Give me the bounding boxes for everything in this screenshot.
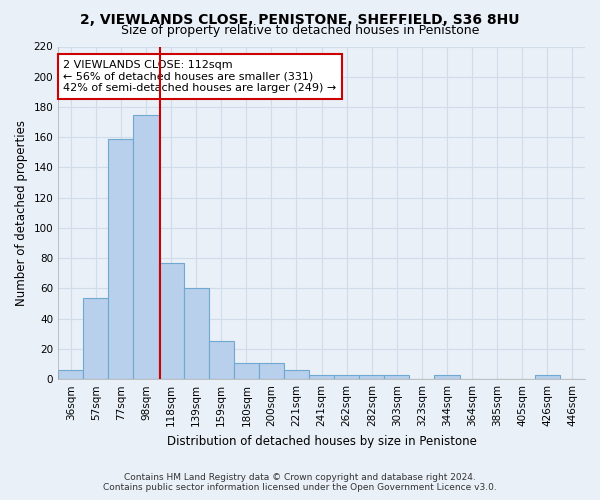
- Bar: [284, 370, 309, 379]
- Bar: [209, 342, 234, 379]
- Bar: [133, 114, 158, 379]
- Bar: [309, 374, 334, 379]
- Bar: [158, 262, 184, 379]
- Text: Size of property relative to detached houses in Penistone: Size of property relative to detached ho…: [121, 24, 479, 37]
- Y-axis label: Number of detached properties: Number of detached properties: [15, 120, 28, 306]
- Text: 2, VIEWLANDS CLOSE, PENISTONE, SHEFFIELD, S36 8HU: 2, VIEWLANDS CLOSE, PENISTONE, SHEFFIELD…: [80, 12, 520, 26]
- Bar: [83, 298, 109, 379]
- Bar: [234, 362, 259, 379]
- Bar: [334, 374, 359, 379]
- Text: 2 VIEWLANDS CLOSE: 112sqm
← 56% of detached houses are smaller (331)
42% of semi: 2 VIEWLANDS CLOSE: 112sqm ← 56% of detac…: [64, 60, 337, 93]
- X-axis label: Distribution of detached houses by size in Penistone: Distribution of detached houses by size …: [167, 434, 476, 448]
- Text: Contains HM Land Registry data © Crown copyright and database right 2024.
Contai: Contains HM Land Registry data © Crown c…: [103, 473, 497, 492]
- Bar: [109, 138, 133, 379]
- Bar: [434, 374, 460, 379]
- Bar: [385, 374, 409, 379]
- Bar: [359, 374, 385, 379]
- Bar: [535, 374, 560, 379]
- Bar: [259, 362, 284, 379]
- Bar: [58, 370, 83, 379]
- Bar: [184, 288, 209, 379]
